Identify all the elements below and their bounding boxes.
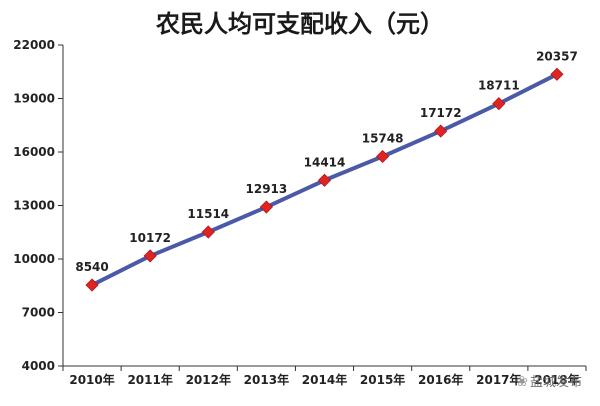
y-tick-label: 13000 [13,199,55,213]
data-point-marker [143,249,157,263]
x-tick-label: 2016年 [418,372,463,387]
data-label: 20357 [536,49,578,63]
x-tick-label: 2013年 [244,372,289,387]
x-tick-label: 2017年 [476,372,521,387]
x-tick-label: 2018年 [534,372,579,387]
watermark: ❀ 盐城发布 [516,371,582,390]
data-point-marker [317,173,332,187]
y-tick-label: 4000 [22,359,55,373]
data-label: 10172 [129,231,171,245]
data-point-marker [550,67,564,81]
data-point-marker [201,225,215,239]
data-label: 11514 [187,207,229,221]
y-tick-label: 7000 [22,306,55,320]
data-label: 14414 [304,155,346,169]
y-tick-label: 19000 [13,92,55,106]
data-point-marker [85,278,99,292]
x-tick-label: 2010年 [69,372,114,387]
data-label: 12913 [246,182,288,196]
x-tick-label: 2014年 [302,372,347,387]
data-label: 15748 [362,131,404,145]
wechat-icon: ❀ [516,374,528,390]
y-tick-label: 10000 [13,252,55,266]
x-tick-label: 2015年 [360,372,405,387]
data-point-marker [376,149,390,164]
data-point-marker [259,200,273,214]
data-point-marker [492,97,506,111]
chart-title: 农民人均可支配收入（元） [156,10,444,38]
x-tick-label: 2012年 [186,372,231,387]
data-label: 18711 [478,79,520,93]
watermark-text: 盐城发布 [529,375,582,390]
y-tick-label: 16000 [13,145,55,159]
data-label: 8540 [75,260,108,274]
data-label: 17172 [420,106,462,120]
data-point-marker [434,124,448,138]
y-tick-label: 22000 [13,38,55,52]
x-tick-label: 2011年 [127,372,172,387]
